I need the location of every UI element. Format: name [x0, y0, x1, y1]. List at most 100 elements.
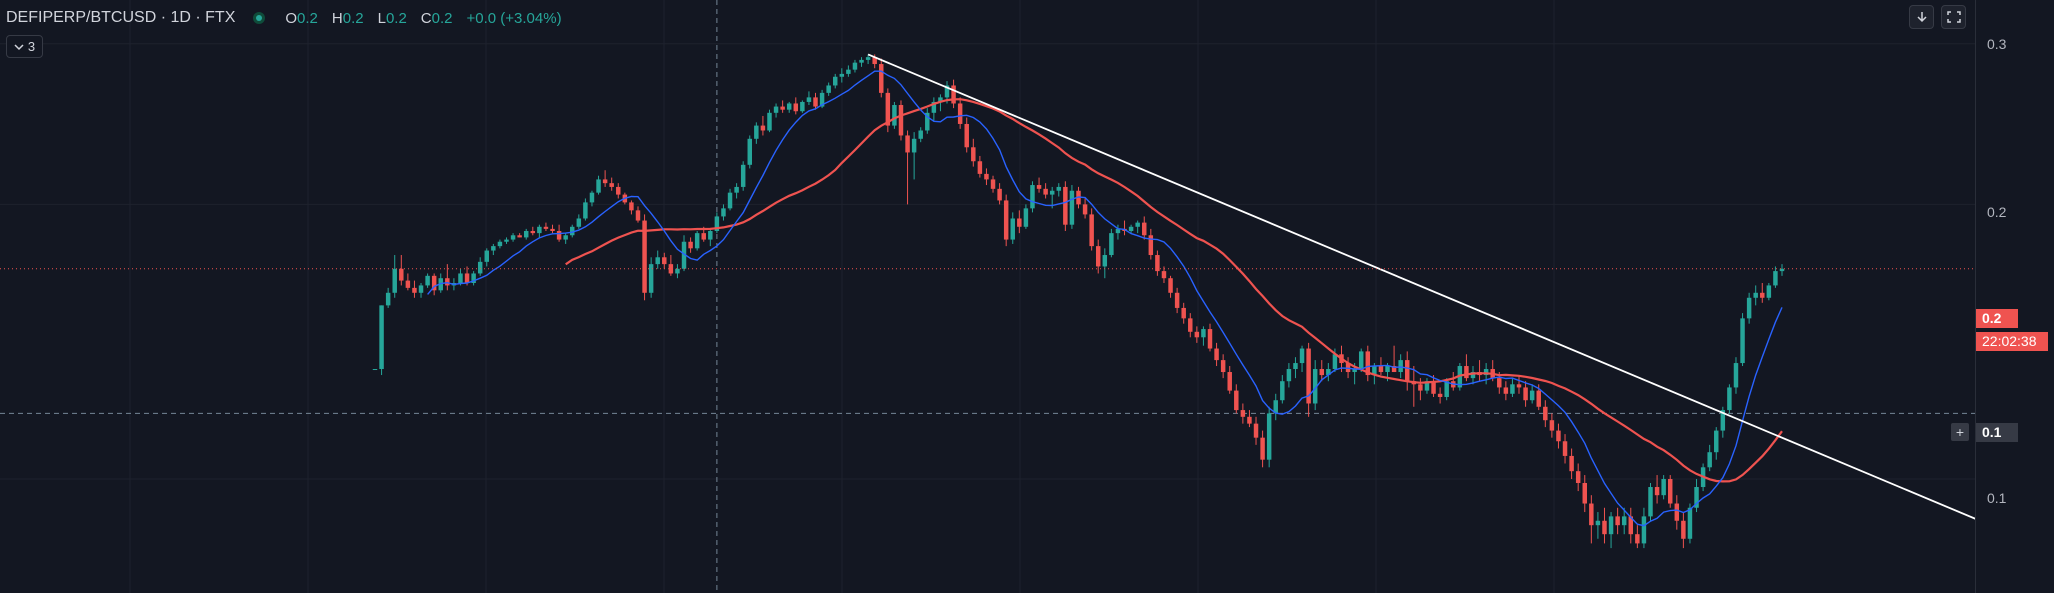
candle-up — [1266, 413, 1272, 460]
candle-up — [491, 246, 496, 251]
candle-up — [675, 268, 680, 274]
candle-down — [885, 92, 891, 126]
candle-up — [589, 192, 595, 203]
candle-down — [701, 233, 706, 240]
candle-down — [464, 273, 470, 284]
candle-down — [1523, 387, 1528, 401]
candle-down — [550, 228, 555, 232]
candle-down — [635, 210, 641, 221]
candle-down — [1615, 516, 1620, 526]
fullscreen-button[interactable] — [1941, 5, 1966, 29]
indicators-toggle-button[interactable]: 3 — [6, 35, 43, 58]
candle-up — [1779, 268, 1785, 272]
candle-down — [1036, 185, 1042, 189]
ohlc-values: O 0.2 H 0.2 L 0.2 C 0.2 +0.0 (+3.04%) — [285, 10, 561, 27]
candle-up — [583, 202, 588, 219]
candle-up — [1510, 384, 1515, 394]
candle-up — [892, 105, 897, 126]
price-scale[interactable]: 0.3 0.2 0.1 0.2 22:02:38 0.1 — [1975, 0, 2054, 593]
candle-down — [793, 103, 799, 112]
candle-up — [1293, 363, 1298, 370]
candle-down — [688, 241, 693, 249]
candle-down — [405, 280, 411, 288]
candle-down — [1194, 331, 1200, 338]
grid-lines — [0, 0, 1975, 593]
low-value: 0.2 — [385, 9, 407, 27]
candle-up — [1398, 360, 1403, 373]
candle-up — [510, 235, 516, 240]
candle-up — [767, 112, 772, 131]
candle-up — [918, 130, 923, 139]
candle-up — [721, 208, 726, 217]
candle-down — [1240, 410, 1246, 417]
candle-down — [1497, 378, 1502, 388]
candle-down — [1089, 214, 1094, 247]
candle-down — [1181, 307, 1186, 319]
candle-up — [504, 239, 509, 242]
interval-label[interactable]: 1D — [170, 9, 191, 26]
candle-up — [911, 138, 917, 153]
candle-down — [1569, 455, 1574, 472]
candle-down — [1654, 487, 1660, 496]
candle-up — [1746, 297, 1752, 319]
candle-up — [379, 305, 384, 370]
candle-up — [859, 59, 864, 63]
candle-up — [418, 285, 424, 293]
symbol-name[interactable]: DEFIPERP/BTCUSD — [6, 9, 157, 26]
candle-down — [1418, 384, 1423, 391]
candle-down — [1431, 381, 1436, 394]
download-button[interactable] — [1909, 5, 1934, 29]
market-status-icon[interactable] — [253, 12, 266, 24]
candle-down — [1247, 416, 1252, 424]
candle-up — [563, 235, 568, 240]
candle-up — [773, 106, 779, 113]
candle-up — [754, 125, 759, 139]
candle-up — [1128, 226, 1134, 232]
candle-up — [846, 69, 851, 74]
add-price-button[interactable]: + — [1951, 423, 1969, 441]
candle-down — [813, 97, 818, 107]
tick-label: 0.1 — [1987, 490, 2007, 506]
candle-down — [1306, 348, 1311, 404]
close-label: C — [420, 9, 432, 27]
candle-up — [1740, 318, 1745, 364]
candle-down — [1378, 366, 1384, 373]
candle-up — [734, 186, 739, 193]
candle-up — [1529, 390, 1535, 401]
candlestick-chart[interactable] — [0, 0, 1975, 593]
candle-down — [1549, 420, 1555, 431]
candle-down — [1405, 360, 1410, 382]
candle-down — [1155, 255, 1160, 272]
candle-up — [1023, 208, 1029, 227]
fullscreen-icon — [1946, 11, 1961, 23]
candle-up — [681, 241, 687, 269]
candle-up — [1424, 381, 1430, 391]
trendline[interactable] — [867, 53, 1975, 534]
candle-up — [1766, 285, 1772, 298]
candle-down — [1063, 186, 1068, 225]
candle-down — [616, 186, 621, 195]
candle-up — [1372, 366, 1377, 376]
separator: · — [156, 9, 171, 26]
candle-down — [780, 106, 785, 110]
candle-up — [727, 192, 733, 209]
candle-up — [1135, 222, 1140, 227]
candle-up — [392, 268, 397, 293]
candle-up — [1332, 354, 1338, 370]
candle-up — [694, 233, 700, 249]
candle-up — [484, 250, 490, 262]
candle-up — [1733, 363, 1739, 388]
candle-up — [1109, 233, 1114, 256]
candle-down — [1582, 482, 1587, 504]
candle-up — [931, 101, 937, 113]
candle-down — [1503, 387, 1509, 394]
candle-down — [1227, 372, 1232, 391]
high-label: H — [331, 9, 343, 27]
candle-down — [662, 257, 667, 265]
candle-up — [740, 164, 746, 187]
candle-down — [1260, 437, 1265, 460]
candle-down — [1437, 393, 1443, 397]
bar-countdown: 22:02:38 — [1976, 332, 2048, 351]
candle-up — [1608, 516, 1614, 535]
ma-slow-line — [565, 98, 1783, 483]
